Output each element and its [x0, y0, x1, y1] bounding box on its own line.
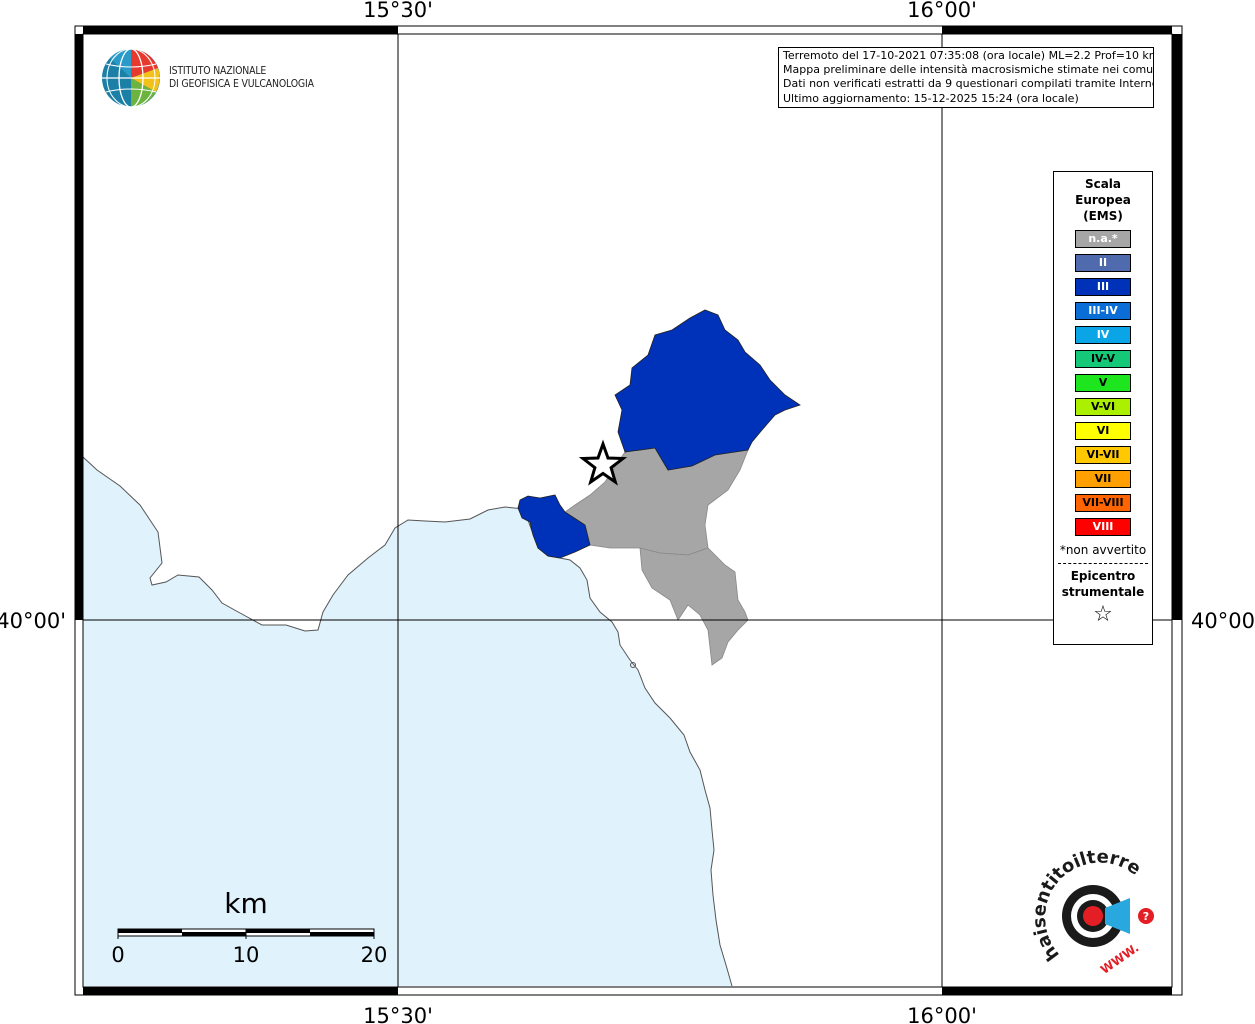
legend-swatch: IV-V — [1075, 350, 1131, 368]
frame-band — [83, 987, 398, 995]
legend-swatch: III — [1075, 278, 1131, 296]
legend-swatch: V-VI — [1075, 398, 1131, 416]
legend-swatch: IV — [1075, 326, 1131, 344]
legend-swatch: II — [1075, 254, 1131, 272]
legend-items: n.a.* II III III-IV IV IV-V V V-VI VI VI-VII VII VI… — [1054, 230, 1152, 536]
info-line: Ultimo aggiornamento: 15-12-2025 15:24 (… — [783, 91, 1079, 105]
legend-title-line: (EMS) — [1083, 209, 1123, 223]
municipality-grey-south — [639, 547, 749, 666]
frame-band — [1172, 34, 1182, 620]
ingv-logo-line: DI GEOFISICA E VULCANOLOGIA — [169, 77, 314, 90]
left-lat-label: 40°00' — [0, 609, 66, 633]
epicenter-star — [578, 439, 628, 486]
right-lat-label: 40°00' — [1191, 609, 1255, 633]
info-line: Mappa preliminare delle intensità macros… — [783, 63, 1154, 77]
legend-swatch: VI — [1075, 422, 1131, 440]
frame-band — [83, 26, 398, 34]
scale-bar-unit: km — [224, 887, 268, 920]
info-line: Terremoto del 17-10-2021 07:35:08 (ora l… — [783, 49, 1154, 62]
scale-bar-tick: 10 — [233, 943, 260, 967]
svg-text:?: ? — [1143, 910, 1149, 923]
earthquake-info-box: Terremoto del 17-10-2021 07:35:08 (ora l… — [778, 47, 1154, 108]
frame-band — [942, 987, 1172, 995]
scale-bar: km 0 10 20 — [111, 887, 387, 967]
legend-epicenter-line: Epicentro — [1070, 569, 1136, 583]
legend-title: Scala Europea (EMS) — [1054, 176, 1152, 224]
legend-swatch: V — [1075, 374, 1131, 392]
legend-note: *non avvertito — [1059, 543, 1147, 557]
frame-band — [75, 34, 83, 620]
legend-swatch: VI-VII — [1075, 446, 1131, 464]
info-line: Dati non verificati estratti da 9 questi… — [783, 77, 1154, 91]
sea-area — [83, 457, 732, 986]
legend-swatch: n.a.* — [1075, 230, 1131, 248]
frame-band — [942, 26, 1172, 34]
legend-epicenter-label: Epicentro strumentale — [1054, 568, 1152, 600]
ingv-logo-line: ISTITUTO NAZIONALE — [169, 64, 267, 77]
scale-bar-tick: 20 — [361, 943, 388, 967]
legend-epicenter-line: strumentale — [1061, 585, 1145, 599]
bottom-lon-label: 16°00' — [907, 1004, 977, 1024]
intensity-legend: Scala Europea (EMS) n.a.* II III III-IV IV IV… — [1053, 171, 1153, 645]
hsit-url-text: WWW. — [1098, 941, 1141, 977]
legend-star-icon: ☆ — [1093, 602, 1113, 627]
legend-swatch: VIII — [1075, 518, 1131, 536]
legend-title-line: Europea — [1075, 193, 1131, 207]
scale-bar-tick: 0 — [111, 943, 124, 967]
legend-title-line: Scala — [1084, 177, 1122, 191]
legend-separator — [1058, 563, 1148, 564]
municipality-blue-coast — [517, 494, 591, 559]
ingv-logo-text: ISTITUTO NAZIONALE DI GEOFISICA E VULCAN… — [169, 64, 314, 90]
legend-swatch: VII — [1075, 470, 1131, 488]
municipality-blue-north — [614, 309, 801, 471]
legend-swatch: VII-VIII — [1075, 494, 1131, 512]
top-lon-label: 15°30' — [363, 0, 433, 22]
ingv-logo-icon — [102, 48, 160, 108]
islet — [630, 662, 636, 668]
bottom-lon-label: 15°30' — [363, 1004, 433, 1024]
legend-swatch: III-IV — [1075, 302, 1131, 320]
top-lon-label: 16°00' — [907, 0, 977, 22]
coastline — [82, 456, 733, 987]
